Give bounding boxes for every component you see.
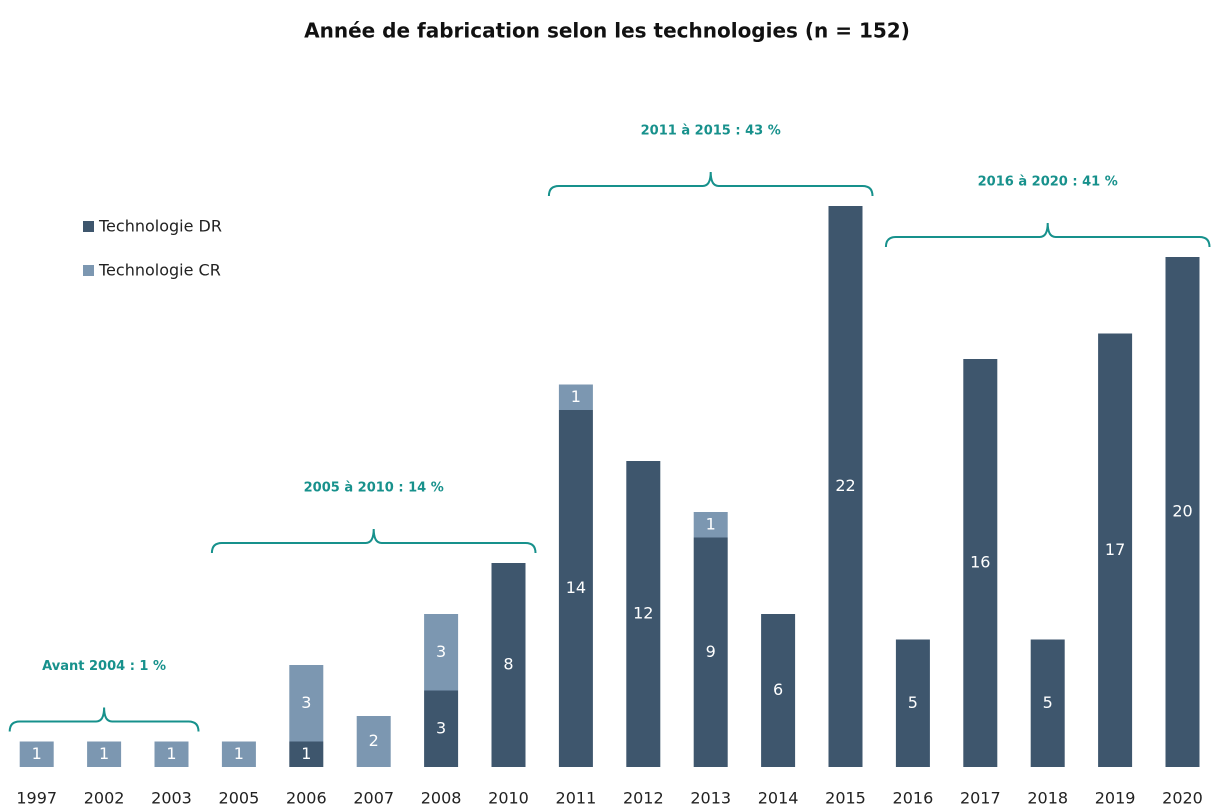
legend-swatch [83,265,94,276]
bar-segment [289,665,324,742]
data-label: 2 [369,731,379,750]
x-tick-label: 2013 [690,789,731,808]
x-tick-label: 2018 [1027,789,1068,808]
bar-segment [963,359,998,767]
bar-segment [221,741,256,767]
bar-segment [154,741,189,767]
data-label: 8 [503,655,513,674]
data-label: 1 [32,744,42,763]
bar-segment [424,614,459,691]
annotation: 2011 à 2015 : 43 % [641,124,781,139]
bracket [210,528,537,554]
data-label: 20 [1172,502,1192,521]
x-tick-label: 2017 [960,789,1001,808]
data-label: 1 [571,387,581,406]
bar-segment [895,639,930,767]
legend-swatch [83,221,94,232]
x-tick-label: 2019 [1095,789,1136,808]
bar-segment [87,741,122,767]
data-label: 12 [633,604,653,623]
bar-segment [693,537,728,767]
x-tick-label: 2002 [84,789,125,808]
x-tick-label: 2014 [758,789,799,808]
x-tick-label: 2012 [623,789,664,808]
x-tick-label: 2006 [286,789,327,808]
bar-segment [1098,333,1133,767]
x-tick-label: 2005 [219,789,260,808]
bar-segment [558,384,593,410]
x-tick-label: 2011 [556,789,597,808]
bar-segment [693,512,728,538]
bar-segment [626,461,661,767]
x-tick-label: 2016 [893,789,934,808]
bracket [8,707,200,732]
data-label: 1 [99,744,109,763]
legend-label: Technologie DR [98,217,222,236]
data-label: 1 [234,744,244,763]
x-tick-label: 2008 [421,789,462,808]
bar-segment [1030,639,1065,767]
bar-segment [491,563,526,767]
data-label: 5 [1043,693,1053,712]
bar-segment [356,716,391,767]
bar-segment [761,614,796,767]
annotation: 2005 à 2010 : 14 % [304,481,444,496]
data-label: 1 [301,744,311,763]
x-tick-label: 2010 [488,789,529,808]
x-tick-label: 2015 [825,789,866,808]
data-label: 16 [970,553,990,572]
x-tick-label: 1997 [16,789,57,808]
data-label: 3 [436,718,446,737]
bar-segment [1165,257,1200,767]
bar-segment [424,690,459,767]
legend-label: Technologie CR [98,261,221,280]
data-label: 14 [566,578,586,597]
chart-title: Année de fabrication selon les technolog… [304,19,910,43]
data-label: 9 [706,642,716,661]
data-label: 3 [301,693,311,712]
data-label: 22 [835,476,855,495]
data-label: 3 [436,642,446,661]
bar-segment [828,206,863,767]
bracket [884,222,1211,248]
x-tick-label: 2020 [1162,789,1203,808]
annotation: 2016 à 2020 : 41 % [978,175,1118,190]
bar-segment [558,410,593,767]
data-label: 5 [908,693,918,712]
x-tick-label: 2007 [353,789,394,808]
bar-segment [289,741,324,767]
bracket [547,171,874,197]
annotation: Avant 2004 : 1 % [42,659,166,674]
data-label: 1 [166,744,176,763]
x-tick-label: 2003 [151,789,192,808]
bar-segment [19,741,54,767]
data-label: 6 [773,680,783,699]
data-label: 1 [706,514,716,533]
data-label: 17 [1105,540,1125,559]
